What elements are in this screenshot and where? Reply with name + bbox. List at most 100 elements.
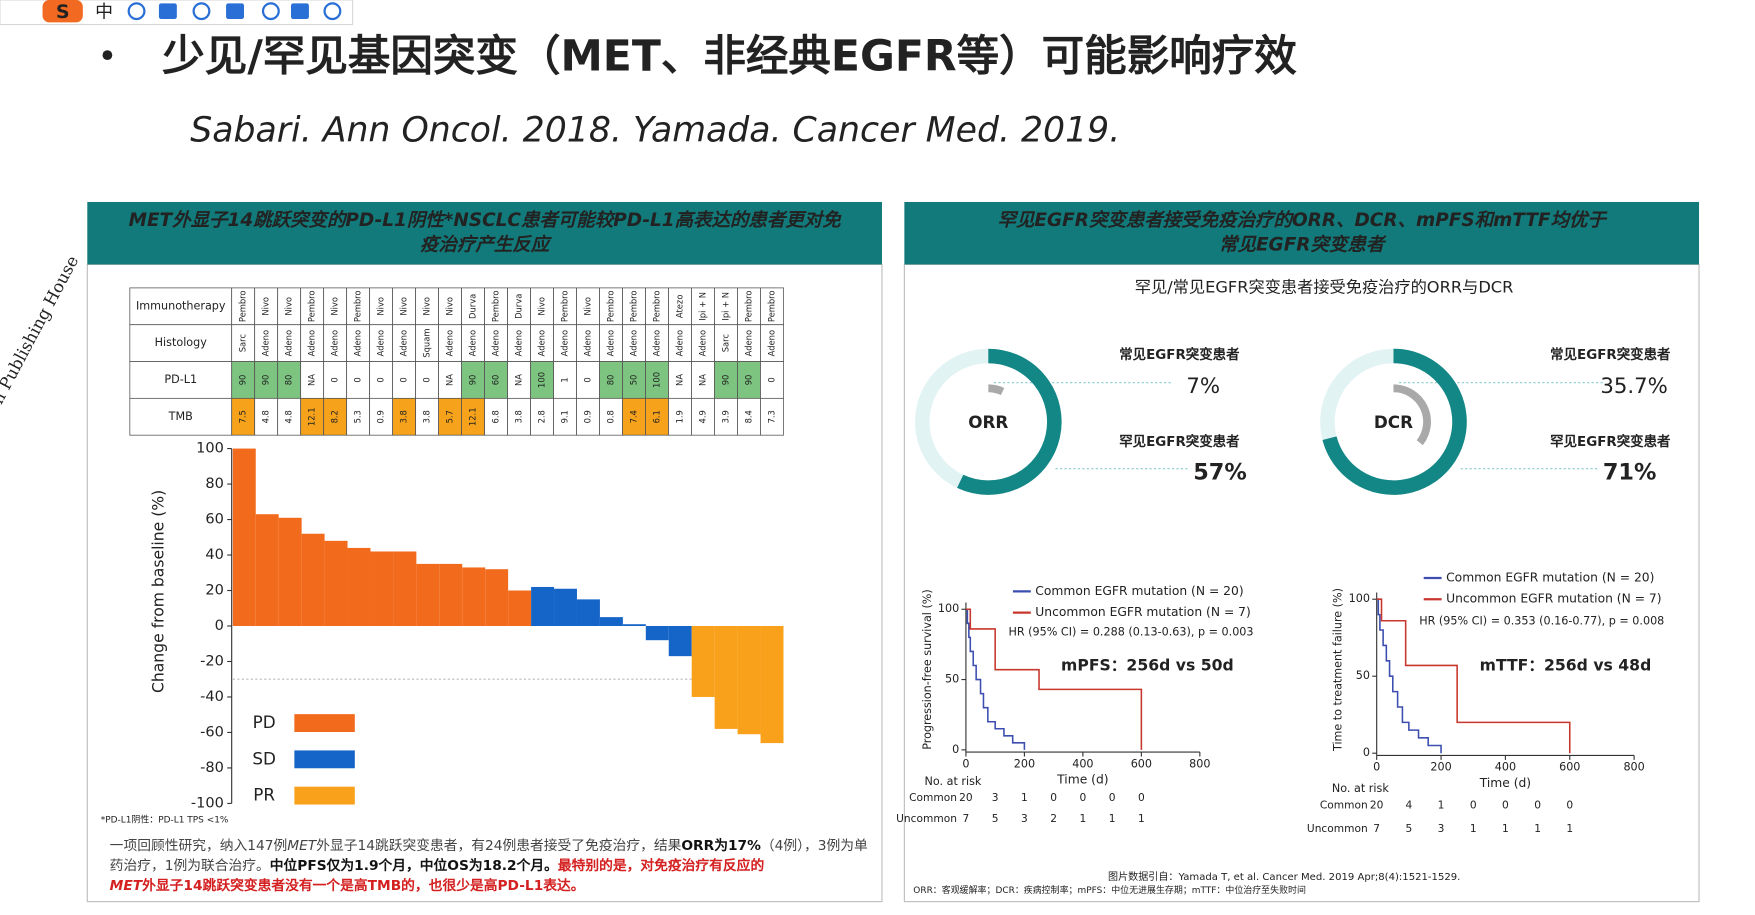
y-tick-label: 50 bbox=[1356, 669, 1370, 682]
y-tick-label: 20 bbox=[205, 583, 224, 599]
table-cell-text: 7.3 bbox=[766, 410, 776, 423]
abbreviation-note: ORR：客观缓解率；DCR：疾病控制率；mPFS：中位无进展生存期；mTTF：中… bbox=[913, 884, 1306, 896]
risk-row-label: Uncommon bbox=[896, 812, 957, 825]
donut-legend-label: 罕见EGFR突变患者 bbox=[1119, 433, 1239, 450]
table-row-label: Histology bbox=[155, 336, 208, 349]
risk-count: 2 bbox=[1050, 812, 1057, 825]
table-cell-text: Durva bbox=[514, 294, 524, 319]
chart-subtitle: 罕见/常见EGFR突变患者接受免疫治疗的ORR与DCR bbox=[1135, 277, 1514, 296]
table-cell-text: Adeno bbox=[445, 330, 455, 356]
donut-legend-label: 常见EGFR突变患者 bbox=[1550, 346, 1670, 363]
table-cell-text: 4.9 bbox=[698, 410, 708, 423]
table-cell-text: Durva bbox=[468, 294, 478, 319]
risk-count: 3 bbox=[1438, 822, 1445, 835]
table-cell-text: 0.8 bbox=[606, 410, 616, 423]
table-cell-text: Nivo bbox=[537, 297, 547, 316]
table-cell-text: 80 bbox=[606, 375, 616, 386]
table-cell-text: 3.8 bbox=[514, 410, 524, 423]
table-cell-text: 12.1 bbox=[307, 407, 317, 426]
toolbar-icon bbox=[226, 3, 244, 19]
bar bbox=[576, 599, 600, 626]
toolbar-lang: 中 bbox=[95, 1, 113, 22]
table-cell-text: NA bbox=[698, 374, 708, 386]
x-tick-label: 800 bbox=[1623, 761, 1644, 774]
table-cell-text: Pembro bbox=[353, 290, 363, 322]
km-highlight: mPFS：256d vs 50d bbox=[1061, 656, 1234, 675]
footnote: *PD-L1阴性：PD-L1 TPS <1% bbox=[101, 814, 229, 826]
note-segment: 最特别的是，对免疫治疗有反应的 bbox=[558, 857, 765, 874]
toolbar-logo-bg bbox=[42, 0, 83, 23]
risk-count: 0 bbox=[1138, 791, 1145, 804]
y-axis-label: Progression-free survival (%) bbox=[921, 589, 934, 750]
table-cell-text: 0 bbox=[422, 377, 432, 382]
table-cell-text: Nivo bbox=[399, 297, 409, 316]
table-cell-text: Adeno bbox=[583, 330, 593, 356]
table-cell-text: Pembro bbox=[766, 290, 776, 322]
legend-swatch bbox=[294, 714, 355, 732]
risk-count: 1 bbox=[1021, 791, 1028, 804]
table-cell-text: NA bbox=[514, 374, 524, 386]
table-cell-text: Pembro bbox=[238, 290, 248, 322]
bar bbox=[645, 625, 669, 641]
bar bbox=[324, 540, 348, 626]
table-cell-text: 0 bbox=[766, 377, 776, 382]
risk-count: 0 bbox=[1534, 799, 1541, 812]
x-tick-label: 400 bbox=[1495, 761, 1516, 774]
y-axis-label: Change from baseline (%) bbox=[148, 490, 167, 693]
table-cell-text: Pembro bbox=[307, 290, 317, 322]
legend-label: PD bbox=[253, 712, 276, 732]
km-line bbox=[1376, 598, 1442, 754]
bar bbox=[439, 563, 463, 626]
table-cell-text: Nivo bbox=[422, 297, 432, 316]
bar bbox=[554, 588, 577, 626]
table-cell-text: Adeno bbox=[399, 330, 409, 356]
watermark: on Publishing House bbox=[0, 252, 82, 416]
table-cell-text: Adeno bbox=[468, 330, 478, 356]
panel-title: 罕见EGFR突变患者接受免疫治疗的ORR、DCR、mPFS和mTTF均优于 bbox=[998, 209, 1609, 231]
source-note: 图片数据引自：Yamada T, et al. Cancer Med. 2019… bbox=[1108, 870, 1460, 883]
slide-title: 少见/罕见基因突变（MET、非经典EGFR等）可能影响疗效 bbox=[162, 33, 1297, 82]
bar bbox=[232, 448, 256, 626]
note-segment: （4例），3例为单 bbox=[761, 838, 868, 854]
y-tick-label: 0 bbox=[1363, 746, 1370, 759]
risk-count: 1 bbox=[1138, 812, 1145, 825]
x-tick-label: 0 bbox=[1373, 761, 1380, 774]
table-cell-text: Ipi + N bbox=[698, 292, 708, 321]
x-tick-label: 400 bbox=[1072, 757, 1093, 770]
note-line: 一项回顾性研究，纳入147例MET外显子14跳跃突变患者，有24例患者接受了免疫… bbox=[110, 837, 868, 854]
bar bbox=[691, 625, 715, 697]
y-axis-label: Time to treatment failure (%) bbox=[1332, 588, 1345, 752]
table-cell-text: Pembro bbox=[606, 290, 616, 322]
risk-count: 4 bbox=[1405, 799, 1412, 812]
table-cell-text: Pembro bbox=[743, 290, 753, 322]
km-line bbox=[965, 608, 1026, 750]
table-cell-text: 1.9 bbox=[675, 410, 685, 423]
table-cell-text: Squam bbox=[422, 329, 432, 358]
risk-count: 1 bbox=[1109, 812, 1116, 825]
legend-label: SD bbox=[252, 748, 276, 768]
risk-count: 7 bbox=[963, 812, 970, 825]
table-cell-text: 2.8 bbox=[537, 410, 547, 423]
table-cell-text: Adeno bbox=[537, 330, 547, 356]
table-cell-text: 80 bbox=[284, 375, 294, 386]
panel-header bbox=[904, 201, 1700, 265]
table-cell-text: 7.4 bbox=[629, 410, 639, 423]
table-cell-text: Adeno bbox=[261, 330, 271, 356]
bar bbox=[462, 567, 486, 626]
risk-count: 3 bbox=[992, 791, 999, 804]
table-cell-text: 3.8 bbox=[422, 410, 432, 423]
risk-row-label: Common bbox=[1320, 799, 1368, 812]
table-cell-text: 90 bbox=[468, 375, 478, 386]
table-cell-text: 0 bbox=[330, 377, 340, 382]
table-cell-text: Adeno bbox=[629, 330, 639, 356]
table-cell-text: Adeno bbox=[330, 330, 340, 356]
table-cell-text: 50 bbox=[629, 375, 639, 386]
table-cell-text: 9.1 bbox=[560, 410, 570, 423]
donut-arc bbox=[957, 348, 1062, 495]
risk-count: 0 bbox=[1470, 799, 1477, 812]
table-cell-text: NA bbox=[675, 374, 685, 386]
legend-swatch bbox=[294, 786, 355, 805]
table-cell-text: 90 bbox=[720, 375, 730, 386]
risk-count: 5 bbox=[1405, 822, 1412, 835]
table-cell-text: 90 bbox=[238, 375, 248, 386]
